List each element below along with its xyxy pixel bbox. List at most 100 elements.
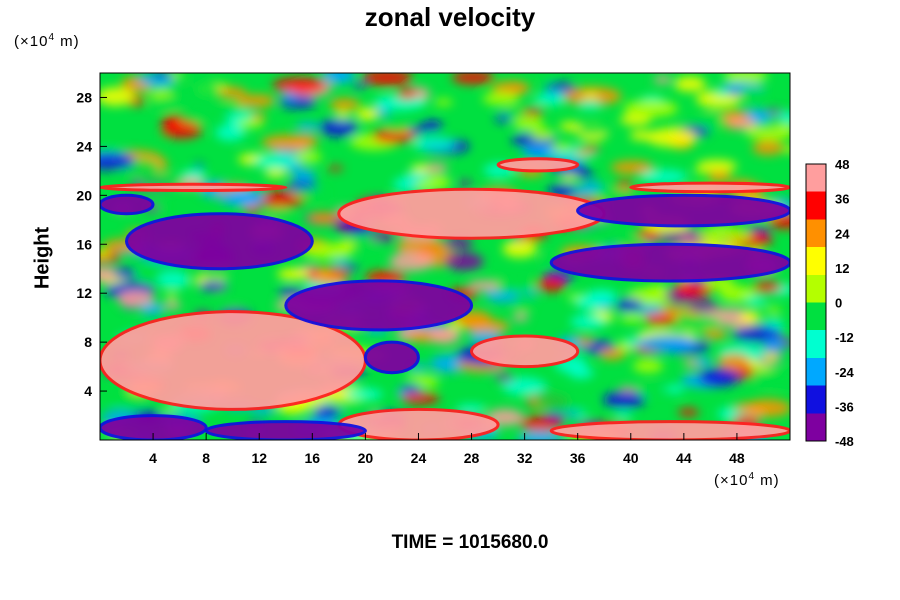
texture-blob [523, 108, 544, 117]
texture-blob [442, 237, 474, 249]
texture-blob [689, 300, 719, 313]
texture-blob [236, 94, 276, 108]
texture-blob [544, 412, 568, 420]
y-axis-ticks: 4 8 12 16 20 24 28 [76, 89, 107, 399]
texture-blob [356, 107, 380, 121]
texture-blob [373, 94, 427, 111]
texture-blob [405, 374, 428, 382]
texture-blob [334, 110, 352, 121]
texture-blob [429, 327, 461, 344]
colorbar-tick-label: 24 [835, 226, 850, 241]
texture-blob [549, 143, 573, 152]
texture-blob [332, 259, 349, 267]
x-tick-label: 36 [570, 450, 586, 466]
texture-blob [573, 124, 611, 137]
texture-blob [157, 271, 190, 289]
texture-blob [362, 73, 413, 87]
texture-blob [181, 169, 207, 181]
texture-blob [717, 353, 751, 370]
low-velocity-region [124, 212, 314, 271]
texture-blob [139, 303, 165, 315]
texture-blob [164, 301, 181, 310]
texture-blob [291, 134, 319, 148]
texture-blob [536, 276, 567, 292]
texture-blob [405, 172, 431, 182]
texture-blob [400, 385, 421, 392]
texture-blob [495, 114, 511, 123]
texture-blob [729, 90, 740, 96]
colorbar: 48 36 24 12 0 -12 -24 -36 -48 [805, 157, 855, 449]
texture-blob [396, 238, 447, 255]
high-velocity-region [100, 182, 288, 192]
x-tick-label: 32 [517, 450, 533, 466]
texture-blob [329, 98, 361, 111]
x-tick-label: 8 [202, 450, 210, 466]
texture-blob [444, 252, 484, 271]
texture-blob [638, 305, 664, 315]
time-label: TIME = 1015680.0 [391, 532, 549, 553]
texture-blob [653, 76, 672, 84]
texture-blob [762, 351, 781, 362]
texture-blob [295, 122, 321, 131]
plot-frame [99, 72, 791, 441]
texture-blob [647, 284, 670, 294]
texture-blob [160, 407, 178, 413]
y-tick-label: 8 [84, 334, 92, 350]
texture-blob [198, 280, 228, 292]
texture-blob [412, 136, 455, 151]
texture-blob [530, 128, 556, 141]
texture-blob [263, 208, 293, 218]
y-tick-label: 24 [76, 138, 92, 154]
texture-blob [322, 73, 354, 85]
texture-blob [678, 408, 699, 417]
high-velocity-region [469, 334, 580, 369]
texture-blob [739, 87, 765, 100]
texture-blob [513, 117, 544, 131]
texture-blob [293, 151, 322, 163]
low-velocity-region [100, 193, 155, 216]
texture-blob [272, 77, 326, 94]
texture-blob [253, 153, 297, 169]
texture-blob [583, 92, 599, 98]
texture-blob [463, 319, 510, 334]
heatmap-regions [100, 157, 790, 440]
texture-blob [100, 250, 110, 258]
texture-blob [739, 311, 761, 323]
texture-blob [623, 99, 678, 118]
texture-blob [277, 268, 309, 281]
texture-blob [500, 106, 534, 119]
chart-title: zonal velocity [364, 2, 536, 32]
texture-blob [698, 368, 740, 387]
texture-blob [702, 329, 728, 340]
texture-blob [292, 187, 328, 199]
texture-blob [694, 357, 713, 367]
texture-blob [696, 159, 737, 173]
texture-blob [696, 226, 752, 244]
colorbar-tick-label: -48 [835, 434, 854, 449]
y-tick-label: 28 [76, 89, 92, 105]
colorbar-tick-label: 36 [835, 192, 849, 207]
texture-blob [319, 118, 358, 137]
low-velocity-region [363, 340, 420, 375]
texture-blob [421, 120, 443, 132]
texture-blob [674, 76, 706, 92]
texture-blob [613, 411, 633, 419]
texture-blob [751, 368, 790, 386]
texture-blob [264, 169, 287, 178]
texture-blob [451, 73, 495, 85]
texture-blob [752, 140, 784, 156]
low-velocity-region [204, 420, 367, 440]
texture-blob [718, 285, 757, 302]
texture-blob [512, 313, 529, 322]
colorbar-strip [805, 163, 827, 442]
high-velocity-region [549, 420, 790, 440]
texture-blob [483, 277, 536, 294]
texture-blob [664, 384, 685, 394]
texture-blob [560, 175, 579, 181]
texture-blob [166, 293, 177, 300]
colorbar-tick-label: -36 [835, 399, 854, 414]
x-tick-label: 16 [305, 450, 321, 466]
texture-blob [482, 92, 520, 106]
texture-blob [707, 171, 732, 183]
